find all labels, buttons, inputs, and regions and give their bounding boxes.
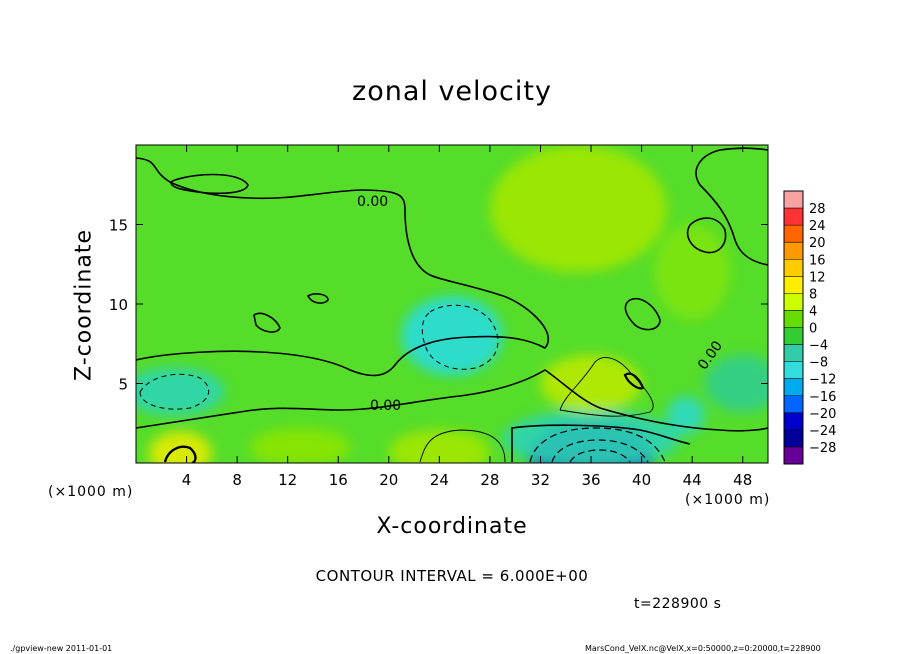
plot-area: 0.00 0.00 0.00 — [136, 145, 768, 463]
velocity-region — [136, 367, 225, 416]
footer-program-info: ./gpview-new 2011-01-01 — [10, 644, 113, 653]
x-tick-label: 24 — [430, 471, 449, 489]
contour-line-negative-center — [421, 304, 499, 370]
x-unit-label-left: (×1000 m) — [48, 484, 134, 500]
colorbar-label: 0 — [809, 322, 817, 337]
contour-label: 0.00 — [370, 398, 401, 414]
contour-interval-text: CONTOUR INTERVAL = 6.000E+00 — [315, 567, 589, 585]
colorbar-swatch — [784, 344, 803, 363]
y-tick-label: 10 — [109, 296, 128, 314]
colorbar-swatch — [784, 327, 803, 346]
contour-closed-top-left — [170, 173, 249, 195]
x-tick-label: 12 — [278, 471, 297, 489]
contour-line-negative-bottom-3 — [569, 449, 631, 463]
velocity-region — [489, 145, 667, 273]
colorbar-label: 4 — [809, 304, 817, 319]
velocity-region — [502, 410, 680, 463]
contour-closed-right-2 — [624, 298, 661, 331]
colorbar-swatch — [784, 361, 803, 380]
x-tick-label: 8 — [232, 471, 242, 489]
x-tick-label: 40 — [632, 471, 651, 489]
contour-closed-bottom-mid — [623, 372, 645, 390]
colorbar-label: −20 — [809, 407, 836, 422]
x-tick-label: 36 — [581, 471, 600, 489]
colorbar-swatch — [784, 429, 803, 448]
colorbar-label: −16 — [809, 390, 836, 405]
contour-line-negative-bottom-1 — [529, 427, 666, 463]
colorbar-label: −24 — [809, 424, 836, 439]
colorbar-swatch — [784, 395, 803, 414]
contour-line-negative-left — [139, 373, 210, 410]
velocity-region — [654, 224, 731, 320]
x-tick-label: 44 — [683, 471, 702, 489]
colorbar: 28 24 20 16 12 8 4 0 −4 −8 −12 −16 −20 −24 −28 — [783, 190, 836, 465]
velocity-region — [148, 431, 212, 463]
colorbar-swatch — [784, 310, 803, 328]
contour-line-zero-bottom-box — [511, 424, 691, 462]
colorbar-swatch — [784, 208, 803, 226]
colorbar-swatch — [784, 191, 803, 209]
x-unit-label-right: (×1000 m) — [685, 492, 771, 508]
colorbar-label: −12 — [809, 373, 836, 388]
velocity-region — [704, 354, 768, 413]
colorbar-swatch — [784, 276, 803, 294]
colorbar-label: −8 — [809, 356, 828, 371]
chart-title: zonal velocity — [352, 76, 552, 107]
colorbar-swatch — [784, 378, 803, 397]
footer-file-info: MarsCond_VelX.nc@VelX,x=0:50000,z=0:2000… — [585, 644, 821, 653]
x-tick-label: 20 — [379, 471, 398, 489]
colorbar-label: −28 — [809, 441, 836, 456]
contour-line-zero-top — [136, 157, 549, 377]
colorbar-label: 12 — [809, 270, 826, 285]
colorbar-label: 16 — [809, 253, 826, 268]
x-tick-label: 48 — [733, 471, 752, 489]
colorbar-label: −4 — [809, 339, 828, 354]
colorbar-swatch — [784, 242, 803, 260]
colorbar-swatch — [784, 293, 803, 311]
contour-line-positive-bottom — [419, 429, 506, 463]
colorbar-swatch — [784, 259, 803, 277]
contour-line-zero-bottom — [136, 369, 768, 432]
contour-line-negative-bottom-2 — [551, 439, 649, 463]
contour-closed-bottom-left — [163, 445, 197, 463]
x-tick-label: 28 — [480, 471, 499, 489]
x-ticks: 4 8 12 16 20 24 28 32 36 40 44 48 — [182, 145, 752, 489]
colorbar-label: 20 — [809, 236, 826, 251]
y-tick-label: 15 — [109, 217, 128, 235]
contour-line-zero-right — [695, 147, 768, 266]
y-ticks: 5 10 15 — [109, 217, 768, 394]
y-tick-label: 5 — [118, 376, 128, 394]
contour-label: 0.00 — [357, 194, 388, 210]
colorbar-label: 8 — [809, 287, 817, 302]
x-tick-label: 4 — [182, 471, 192, 489]
velocity-region — [249, 428, 351, 463]
contour-line-positive-mid — [559, 357, 654, 417]
x-tick-label: 16 — [329, 471, 348, 489]
contour-closed-small-2 — [253, 312, 281, 333]
x-tick-label: 32 — [531, 471, 550, 489]
colorbar-label: 28 — [809, 202, 826, 217]
contour-closed-right-1 — [686, 217, 727, 254]
colorbar-label: 24 — [809, 219, 826, 234]
x-axis-label: X-coordinate — [376, 514, 528, 539]
colorbar-swatch — [784, 412, 803, 431]
colorbar-swatch — [784, 225, 803, 243]
time-stamp: t=228900 s — [634, 596, 722, 612]
colorbar-swatch — [784, 446, 803, 465]
velocity-region — [388, 429, 490, 463]
velocity-region — [540, 354, 642, 413]
contour-closed-small-1 — [306, 293, 329, 304]
